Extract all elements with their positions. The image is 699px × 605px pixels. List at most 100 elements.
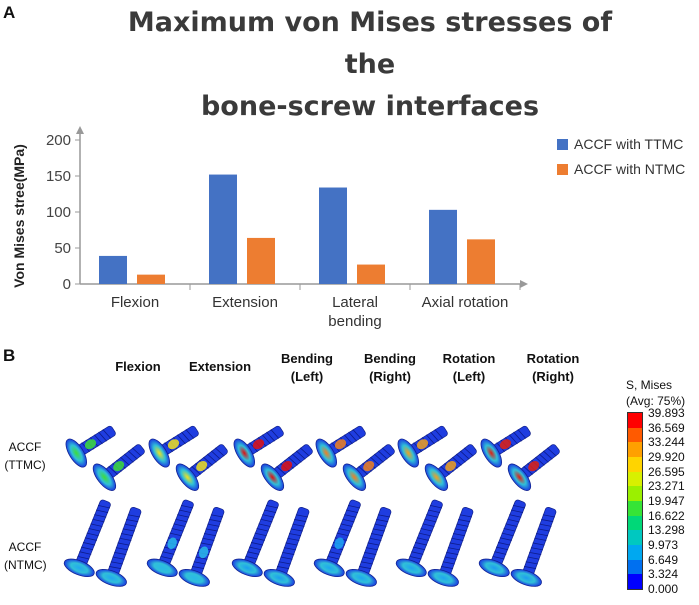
screw-thread bbox=[266, 431, 275, 442]
screw-thread bbox=[270, 429, 280, 439]
screw-thread bbox=[181, 431, 190, 442]
screw-head bbox=[231, 558, 263, 578]
screw-pair-ttmc bbox=[65, 425, 145, 491]
screw-thread bbox=[88, 528, 101, 532]
screw-thread bbox=[507, 518, 520, 523]
screw-ttmc-left bbox=[315, 425, 366, 468]
screw-thread bbox=[94, 514, 107, 518]
colorbar-band bbox=[628, 413, 642, 428]
screw-thread bbox=[378, 450, 388, 460]
screw-thread bbox=[131, 447, 142, 457]
screw-head bbox=[480, 438, 503, 468]
panel-a-label: A bbox=[3, 3, 16, 22]
screw-ttmc-right bbox=[175, 444, 228, 491]
screw-thread bbox=[109, 566, 122, 570]
chart-title-line-2: bone-screw interfaces bbox=[200, 91, 540, 122]
screw-thread bbox=[446, 551, 459, 555]
screw-shaft bbox=[75, 499, 111, 568]
stress-hotspot bbox=[416, 439, 429, 450]
screw-head bbox=[342, 463, 367, 491]
screw-thread bbox=[347, 504, 360, 509]
screw-thread bbox=[529, 551, 542, 555]
screw-ntmc-right bbox=[510, 506, 557, 587]
screw-thread bbox=[250, 542, 264, 546]
screw-thread bbox=[124, 453, 134, 463]
colorbar-value: 39.893 bbox=[648, 406, 685, 420]
column-header-bending-right: Bending (Right) bbox=[345, 350, 435, 386]
screw-thread bbox=[456, 523, 469, 527]
screw-thread bbox=[535, 456, 545, 466]
screw-head bbox=[345, 568, 377, 587]
screw-thread bbox=[422, 523, 435, 527]
screw-thread bbox=[525, 561, 538, 565]
screw-thread bbox=[426, 514, 439, 518]
column-header-line: (Right) bbox=[532, 369, 574, 384]
screw-thread bbox=[264, 509, 277, 514]
screw-pair-ntmc bbox=[146, 499, 225, 587]
screw-shaft bbox=[490, 499, 526, 568]
colorbar-value: 3.324 bbox=[648, 567, 679, 582]
screw-thread bbox=[358, 466, 368, 475]
colorbar-value: 36.569 bbox=[648, 420, 685, 435]
screw-thread bbox=[411, 551, 424, 555]
screw-thread bbox=[110, 561, 123, 565]
screw-thread bbox=[452, 456, 462, 466]
screw-thread bbox=[211, 450, 221, 460]
column-header-line: (Left) bbox=[290, 369, 324, 384]
screw-thread bbox=[193, 561, 206, 565]
screw-thread bbox=[501, 532, 514, 537]
x-tick-label: Axial rotation bbox=[422, 294, 509, 311]
screw-thread bbox=[195, 556, 208, 560]
screw-ntmc-right bbox=[263, 506, 310, 587]
screw-thread bbox=[77, 555, 90, 560]
screw-thread bbox=[451, 537, 464, 541]
screw-thread bbox=[505, 523, 518, 527]
screw-thread bbox=[381, 447, 392, 457]
screw-thread bbox=[175, 518, 188, 523]
screw-thread bbox=[377, 514, 390, 518]
screw-ttmc-right bbox=[92, 444, 145, 491]
screw-head bbox=[233, 438, 256, 468]
screw-thread bbox=[119, 537, 132, 541]
screw-thread bbox=[94, 434, 103, 445]
screw-thread bbox=[203, 456, 213, 466]
stress-hotspot bbox=[334, 537, 344, 550]
screw-head bbox=[313, 558, 345, 578]
screw-thread bbox=[179, 509, 192, 514]
screw-thread bbox=[290, 528, 303, 532]
screw-thread bbox=[128, 450, 138, 460]
bar-ttmc-lateral-bending bbox=[319, 187, 347, 284]
screw-thread bbox=[209, 519, 222, 523]
screw-thread bbox=[254, 532, 267, 537]
screw-shaft bbox=[158, 499, 194, 568]
colorbar-value: 0.000 bbox=[648, 581, 679, 596]
screw-thread bbox=[278, 561, 291, 565]
x-tick-label: bending bbox=[328, 313, 381, 330]
screw-thread bbox=[503, 528, 516, 532]
screw-thread bbox=[177, 514, 190, 518]
screw-thread bbox=[372, 528, 385, 532]
screw-ntmc-left bbox=[146, 499, 194, 578]
stress-hotspot bbox=[528, 460, 540, 472]
screw-thread bbox=[79, 551, 92, 555]
colorbar-values: 39.893 36.569 33.244 29.920 26.595 23.271 19.9… bbox=[648, 406, 685, 597]
screw-thread bbox=[440, 466, 450, 475]
y-axis-arrow bbox=[76, 126, 84, 134]
chart-title-line-1: Maximum von Mises stresses of the bbox=[127, 7, 613, 80]
screw-thread bbox=[342, 518, 355, 523]
colorbar-value: 19.947 bbox=[648, 493, 685, 508]
colorbar-value: 23.271 bbox=[648, 479, 685, 494]
screw-thread bbox=[413, 546, 426, 551]
bar-ntmc-lateral-bending bbox=[357, 264, 385, 284]
screw-thread bbox=[532, 542, 545, 546]
x-tick-label: Lateral bbox=[332, 294, 378, 311]
screw-thread bbox=[265, 504, 278, 509]
screw-thread bbox=[352, 429, 362, 439]
screw-thread bbox=[276, 466, 286, 475]
stress-hotspot bbox=[499, 439, 512, 450]
screw-thread bbox=[258, 523, 271, 527]
screw-thread bbox=[262, 434, 271, 445]
bar-ntmc-flexion bbox=[137, 274, 165, 284]
screw-thread bbox=[447, 547, 460, 551]
screw-thread bbox=[359, 566, 372, 570]
